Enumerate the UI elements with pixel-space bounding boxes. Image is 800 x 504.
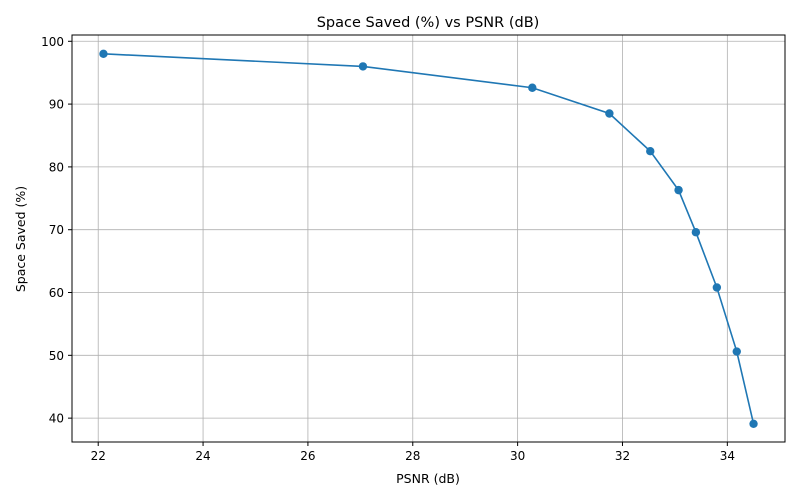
y-tick-label: 80 <box>49 160 64 174</box>
data-point <box>732 347 741 356</box>
data-point <box>749 419 758 428</box>
x-tick-label: 32 <box>615 449 630 463</box>
y-tick-label: 60 <box>49 286 64 300</box>
x-tick-label: 28 <box>405 449 420 463</box>
data-series <box>99 49 758 428</box>
y-axis-label: Space Saved (%) <box>13 186 28 292</box>
y-tick-label: 50 <box>49 349 64 363</box>
data-point <box>605 109 614 118</box>
x-tick-label: 24 <box>195 449 210 463</box>
x-tick-label: 26 <box>300 449 315 463</box>
data-point <box>646 146 655 156</box>
series-line <box>103 53 755 424</box>
data-point <box>712 283 722 292</box>
axes <box>71 34 786 443</box>
data-point <box>674 185 683 195</box>
chart-title: Space Saved (%) vs PSNR (dB) <box>317 15 540 31</box>
x-tick-label: 22 <box>91 449 106 463</box>
y-tick-label: 90 <box>49 98 64 112</box>
y-tick-label: 40 <box>49 412 64 426</box>
data-point <box>528 83 537 92</box>
x-axis-label: PSNR (dB) <box>396 471 460 486</box>
x-tick-label: 30 <box>510 449 525 463</box>
data-point <box>99 49 108 59</box>
grid <box>72 35 785 442</box>
x-tick-label: 34 <box>720 449 735 463</box>
data-point <box>691 228 701 237</box>
y-tick-label: 70 <box>49 223 64 237</box>
ticks: 22 24 26 28 30 32 34 40 50 60 70 80 90 100 <box>41 35 735 463</box>
y-tick-label: 100 <box>41 35 64 49</box>
plot-frame <box>71 34 786 443</box>
data-point <box>358 62 368 71</box>
